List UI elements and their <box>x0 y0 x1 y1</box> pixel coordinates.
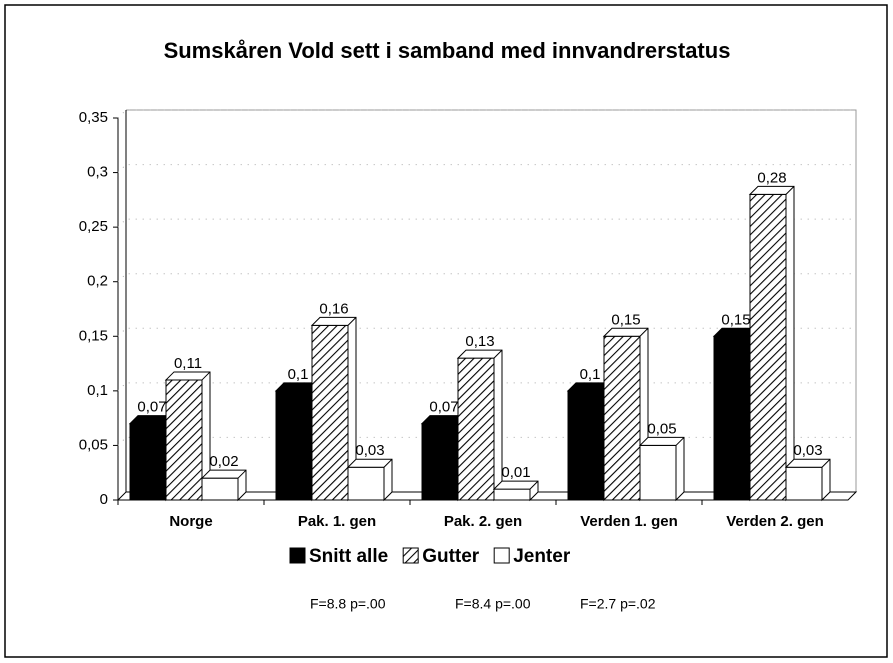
bar <box>457 357 495 501</box>
bar <box>347 466 385 501</box>
value-label: 0,07 <box>429 399 458 416</box>
bar <box>275 390 313 501</box>
value-label: 0,16 <box>319 300 348 317</box>
annotation: F=8.8 p=.00 <box>310 596 386 612</box>
bar <box>749 193 787 501</box>
bar <box>567 390 605 501</box>
y-tick-label: 0,15 <box>79 327 108 344</box>
y-tick-label: 0,25 <box>79 218 108 235</box>
value-label: 0,13 <box>465 333 494 350</box>
annotation: F=8.4 p=.00 <box>455 596 531 612</box>
bar-edge <box>785 186 795 195</box>
bar-edge <box>493 349 503 359</box>
bar-edge <box>383 458 393 468</box>
value-label: 0,1 <box>580 366 601 383</box>
grid-line <box>117 109 856 119</box>
bar <box>493 488 531 501</box>
bar <box>713 335 751 501</box>
value-label: 0,15 <box>611 311 640 328</box>
value-label: 0,07 <box>137 399 166 416</box>
x-tick-label: Norge <box>169 513 212 530</box>
bar-edge <box>529 480 539 490</box>
value-label: 0,03 <box>355 442 384 459</box>
value-label: 0,1 <box>288 366 309 383</box>
bar <box>311 324 349 501</box>
legend-swatch <box>493 547 510 564</box>
legend-label: Jenter <box>513 546 571 567</box>
back-wall <box>126 109 857 492</box>
chart-title: Sumskåren Vold sett i samband med innvan… <box>164 38 731 63</box>
value-label: 0,15 <box>721 311 750 328</box>
x-tick-label: Pak. 1. gen <box>298 513 376 530</box>
bar <box>421 423 459 501</box>
bar <box>785 466 823 501</box>
legend-label: Gutter <box>422 546 480 567</box>
bar <box>639 444 677 501</box>
bar-edge <box>821 458 831 468</box>
bar <box>129 423 167 501</box>
legend-label: Snitt alle <box>309 546 388 567</box>
value-label: 0,02 <box>209 453 238 470</box>
bar-edge <box>201 371 211 381</box>
value-label: 0,01 <box>501 464 530 481</box>
bar-edge <box>237 469 247 479</box>
y-tick-label: 0,3 <box>87 164 108 181</box>
bar <box>165 379 203 501</box>
grid-line <box>117 218 856 228</box>
bar-edge <box>347 317 357 326</box>
y-tick-label: 0,2 <box>87 273 108 290</box>
bar-edge <box>639 327 649 337</box>
annotation: F=2.7 p=.02 <box>580 596 656 612</box>
x-tick-label: Pak. 2. gen <box>444 513 522 530</box>
y-tick-label: 0 <box>100 491 108 508</box>
value-label: 0,03 <box>793 442 822 459</box>
grid-line <box>117 273 856 283</box>
value-label: 0,11 <box>174 355 202 372</box>
y-tick-label: 0,05 <box>79 436 108 453</box>
bar-edge <box>675 437 685 446</box>
legend-swatch <box>402 547 419 564</box>
value-label: 0,28 <box>757 169 786 186</box>
bar <box>201 477 239 501</box>
y-tick-label: 0,1 <box>87 382 108 399</box>
value-label: 0,05 <box>647 420 676 437</box>
x-tick-label: Verden 2. gen <box>726 513 824 530</box>
grid-line <box>117 164 856 173</box>
y-tick-label: 0,35 <box>79 109 108 126</box>
legend-swatch <box>289 547 306 564</box>
x-tick-label: Verden 1. gen <box>580 513 678 530</box>
bar <box>603 335 641 501</box>
